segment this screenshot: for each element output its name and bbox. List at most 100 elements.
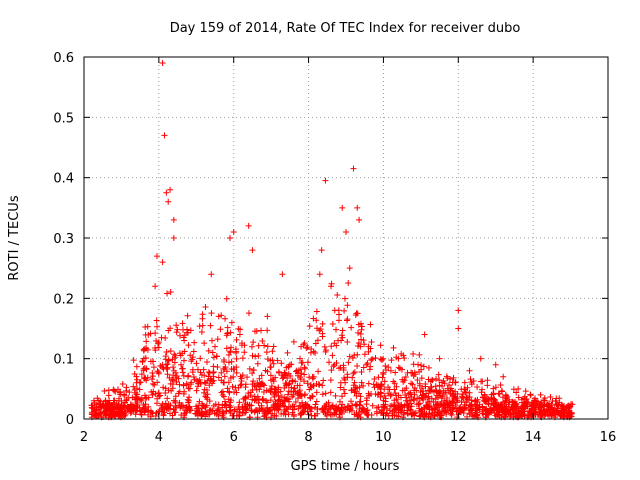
data-point <box>147 408 154 415</box>
data-point <box>513 401 520 408</box>
data-point <box>133 373 140 380</box>
data-point <box>233 389 240 396</box>
data-point <box>408 411 415 418</box>
data-point <box>277 401 284 408</box>
data-point <box>400 352 407 359</box>
data-point <box>173 378 180 385</box>
data-point <box>330 363 337 370</box>
data-point <box>293 368 300 375</box>
data-point <box>187 352 194 359</box>
data-point <box>226 407 233 414</box>
data-point <box>227 349 234 356</box>
data-point <box>341 404 348 411</box>
data-point <box>310 348 317 355</box>
data-point <box>299 399 306 406</box>
data-point <box>369 402 376 409</box>
data-point <box>152 347 159 354</box>
data-point <box>242 409 249 416</box>
data-point <box>461 386 468 393</box>
data-point <box>442 389 449 396</box>
data-point <box>170 377 177 384</box>
data-point <box>267 397 274 404</box>
data-point <box>130 383 137 390</box>
data-point <box>224 324 231 331</box>
data-point <box>154 323 161 330</box>
data-point <box>317 326 324 333</box>
x-tick-label: 4 <box>155 430 163 445</box>
data-point <box>224 329 231 336</box>
data-point <box>393 412 400 419</box>
data-point <box>230 366 237 373</box>
data-point <box>170 406 177 413</box>
data-point <box>248 343 255 350</box>
data-point <box>433 375 440 382</box>
data-point <box>382 362 389 369</box>
data-point <box>298 359 305 366</box>
data-point <box>190 348 197 355</box>
data-point <box>467 402 474 409</box>
data-point <box>279 271 286 278</box>
data-point <box>449 398 456 405</box>
data-point <box>368 412 375 419</box>
data-point <box>495 390 502 397</box>
data-point <box>133 379 140 386</box>
data-point <box>474 384 481 391</box>
data-point <box>226 235 233 241</box>
data-point <box>408 369 415 376</box>
data-point <box>159 404 166 411</box>
data-point <box>375 404 382 411</box>
data-point <box>111 387 118 394</box>
data-point <box>507 411 514 418</box>
data-point <box>228 358 235 365</box>
data-point <box>313 398 320 405</box>
data-point <box>436 388 443 395</box>
data-point <box>356 216 363 223</box>
data-point <box>165 198 172 205</box>
data-point <box>175 375 182 382</box>
data-point <box>416 351 423 358</box>
data-point <box>548 402 555 409</box>
data-point <box>353 310 360 317</box>
data-point <box>341 307 348 314</box>
data-point <box>154 379 161 386</box>
data-point <box>374 382 381 389</box>
data-point <box>326 409 333 416</box>
data-point <box>345 280 352 287</box>
data-point <box>245 310 252 317</box>
data-point <box>272 401 279 408</box>
data-point <box>340 386 347 393</box>
data-point <box>238 375 245 382</box>
data-point <box>358 320 365 327</box>
data-point <box>215 374 222 381</box>
data-point <box>230 228 237 235</box>
data-point <box>255 382 262 389</box>
data-point <box>201 379 208 386</box>
data-point <box>270 343 277 350</box>
data-point <box>380 371 387 378</box>
data-point <box>314 337 321 344</box>
data-point <box>105 392 112 399</box>
data-point <box>196 409 203 416</box>
data-point <box>143 377 150 384</box>
data-point <box>558 412 565 419</box>
data-point <box>522 388 529 395</box>
data-point <box>421 331 428 338</box>
data-point <box>173 329 180 336</box>
data-point <box>494 411 501 418</box>
data-point <box>212 343 218 350</box>
data-point <box>358 379 365 386</box>
data-point <box>209 349 216 356</box>
data-point <box>249 352 256 359</box>
data-point <box>190 373 197 380</box>
data-point <box>167 289 174 296</box>
data-point <box>483 407 490 414</box>
data-point <box>325 406 332 413</box>
data-point <box>322 405 329 412</box>
data-point <box>461 379 468 386</box>
data-point <box>381 378 388 385</box>
data-point <box>294 395 301 402</box>
data-point <box>388 357 395 364</box>
data-point <box>348 407 355 414</box>
y-tick-label: 0.5 <box>53 111 74 126</box>
data-point <box>231 388 238 395</box>
